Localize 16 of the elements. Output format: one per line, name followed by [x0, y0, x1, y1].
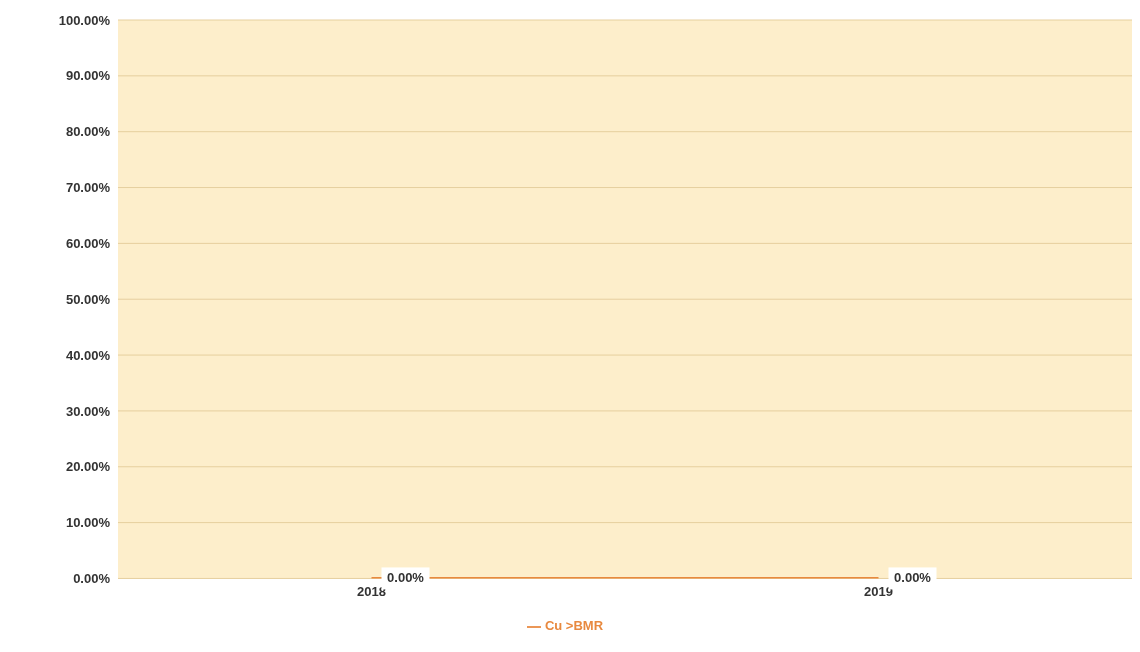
x-tick-label: 2018	[357, 583, 386, 599]
y-tick-label: 30.00%	[65, 403, 111, 419]
y-tick-label: 70.00%	[65, 180, 111, 196]
data-label: 0.00%	[894, 570, 932, 586]
y-tick-label: 40.00%	[65, 347, 111, 363]
legend-label: Cu >BMR	[544, 618, 604, 634]
y-tick-label: 50.00%	[65, 291, 111, 307]
data-label: 0.00%	[387, 570, 425, 586]
y-tick-label: 60.00%	[65, 235, 111, 251]
y-tick-label: 100.00%	[58, 12, 111, 28]
x-tick-label: 2019	[864, 583, 893, 599]
y-tick-label: 80.00%	[65, 124, 111, 140]
y-tick-label: 90.00%	[65, 68, 111, 84]
y-tick-label: 10.00%	[65, 515, 111, 531]
y-tick-label: 20.00%	[65, 459, 111, 475]
y-tick-label: 0.00%	[73, 571, 111, 587]
